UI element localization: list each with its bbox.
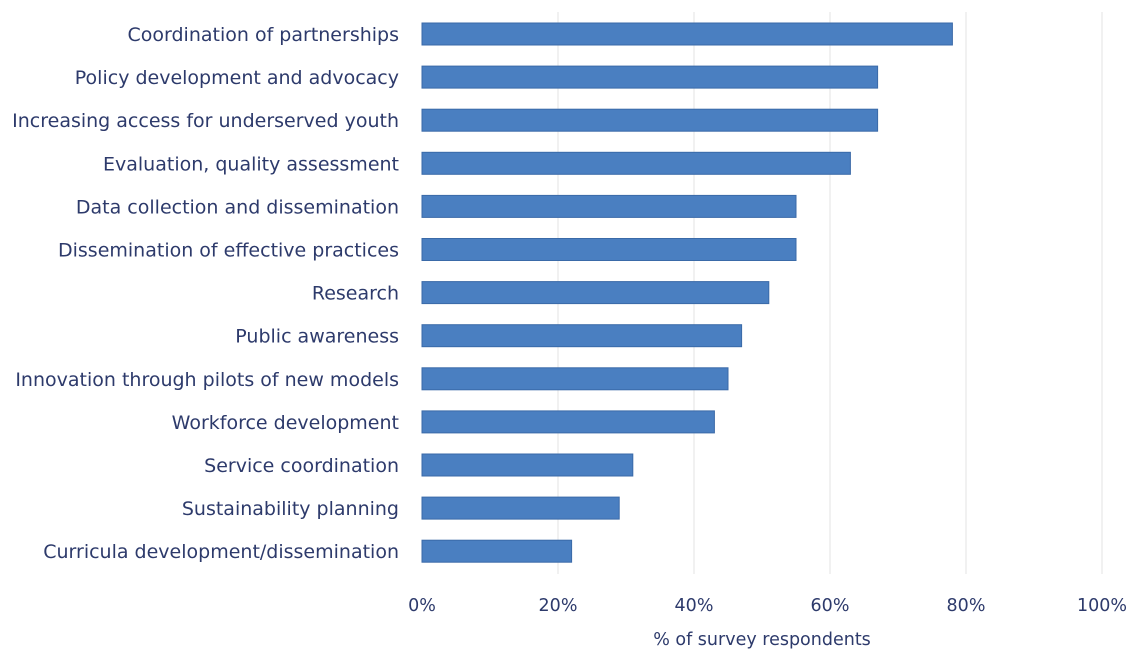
category-label: Innovation through pilots of new models	[15, 369, 399, 391]
category-labels: Coordination of partnerships Policy devel…	[12, 24, 399, 563]
bar	[421, 151, 851, 175]
x-tick-label: 100%	[1077, 596, 1127, 616]
category-label: Research	[312, 283, 399, 305]
category-label: Sustainability planning	[182, 498, 399, 520]
category-label: Evaluation, quality assessment	[103, 153, 399, 175]
category-label: Increasing access for underserved youth	[12, 110, 399, 132]
category-label: Workforce development	[172, 412, 399, 434]
category-label: Coordination of partnerships	[128, 24, 400, 46]
bar	[421, 496, 620, 520]
bar	[421, 410, 715, 434]
x-tick-label: 80%	[947, 596, 986, 616]
x-tick-labels: 0% 20% 40% 60% 80% 100%	[408, 596, 1127, 616]
bar	[421, 238, 797, 261]
bar	[421, 539, 573, 563]
bars	[421, 22, 953, 563]
category-label: Dissemination of effective practices	[58, 240, 399, 262]
category-label: Policy development and advocacy	[75, 67, 399, 89]
bar	[421, 65, 879, 89]
bar	[421, 194, 797, 218]
category-label: Curricula development/dissemination	[43, 541, 399, 563]
bar	[421, 108, 879, 132]
x-tick-label: 0%	[408, 596, 436, 616]
bar	[421, 281, 770, 305]
bar	[421, 367, 729, 391]
x-tick-label: 40%	[675, 596, 714, 616]
bar	[421, 453, 634, 477]
bar	[421, 22, 953, 46]
bar	[421, 324, 743, 348]
x-tick-label: 20%	[539, 596, 578, 616]
category-label: Public awareness	[235, 326, 399, 348]
category-label: Data collection and dissemination	[76, 196, 399, 218]
gridlines	[557, 12, 1103, 574]
category-label: Service coordination	[204, 455, 399, 477]
x-tick-label: 60%	[811, 596, 850, 616]
x-axis-title: % of survey respondents	[653, 630, 871, 649]
